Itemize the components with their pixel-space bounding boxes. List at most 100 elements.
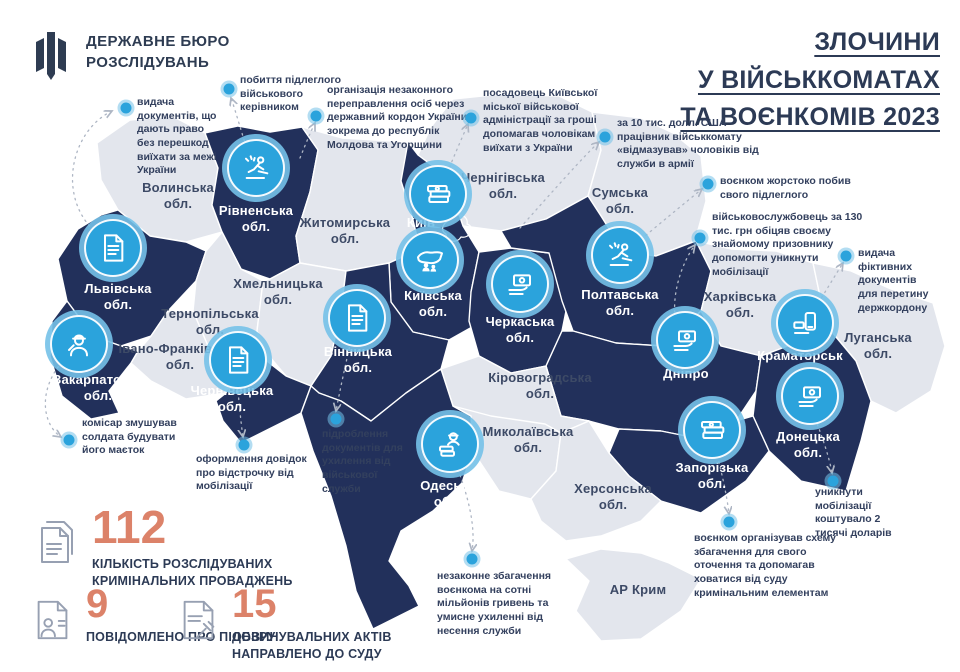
region-sublabel: обл. — [263, 292, 293, 308]
region-sublabel: обл. — [343, 360, 373, 376]
annotation: підроблення документів для ухилення від … — [322, 428, 403, 495]
page-title: ЗЛОЧИНИ У ВІЙСЬККОМАТАХ ТА ВОЄНКОМІВ 202… — [680, 24, 940, 137]
annotation: оформлення довідок про відстрочку від мо… — [196, 453, 307, 493]
annotation: незаконне збагачення воєнкома на сотні м… — [437, 570, 552, 637]
region-label-sumy: Сумська обл. — [592, 185, 648, 218]
annotation-dot — [466, 553, 478, 565]
dbr-trident-icon — [36, 32, 66, 80]
annotation-dot — [223, 83, 235, 95]
phone-money-icon — [776, 294, 834, 352]
stat-label: ПОВІДОМЛЕНО ПРО ПІДОЗРУ — [86, 630, 276, 644]
region-name: Львівська — [84, 281, 152, 296]
region-label-donetsk: Донецька обл. — [776, 429, 840, 462]
region-label-odesa: Одеська обл. — [420, 478, 475, 511]
region-sublabel: обл. — [598, 497, 628, 513]
annotation-dot — [694, 232, 706, 244]
stat-label: КІЛЬКІСТЬ РОЗСЛІДУВАНИХ КРИМІНАЛЬНИХ ПРО… — [92, 556, 293, 588]
stat-suspicions: 9 ПОВІДОМЛЕНО ПРО ПІДОЗРУ — [30, 582, 276, 646]
region-label-zakarpattia: Закарпатська обл. — [53, 372, 143, 405]
region-label-cherkasy: Черкаська обл. — [486, 314, 555, 347]
annotation-dot — [465, 112, 477, 124]
assault-icon — [591, 226, 649, 284]
region-sublabel: обл. — [793, 445, 823, 461]
region-label-kyiv-obl: Київська обл. — [404, 288, 462, 321]
logo-text: ДЕРЖАВНЕ БЮРО РОЗСЛІДУВАНЬ — [86, 31, 230, 73]
region-name: Тернопільська — [161, 306, 259, 321]
annotation-dot — [330, 413, 342, 425]
region-name: Дніпро — [663, 366, 709, 381]
region-label-ternopil: Тернопільська обл. — [161, 306, 259, 339]
region-label-vinnytsia: Вінницька обл. — [324, 344, 392, 377]
region-name: Сумська — [591, 185, 649, 200]
region-name: Кіровоградська — [488, 370, 592, 385]
region-name: Донецька — [776, 429, 840, 444]
annotation-dot — [63, 434, 75, 446]
title-line3: ТА ВОЄНКОМІВ 2023 — [680, 103, 940, 131]
region-sublabel: обл. — [605, 201, 635, 217]
annotation-dot — [310, 110, 322, 122]
case-files-icon — [41, 521, 73, 563]
region-label-zaporizhzhia: Запорізька обл. — [676, 460, 749, 493]
annotation-dot — [238, 439, 250, 451]
annotation-dot — [840, 250, 852, 262]
annotation: посадовець Київської міської військової … — [483, 87, 598, 154]
hand-money-icon — [491, 255, 549, 313]
map-people-icon — [401, 231, 459, 289]
hand-money-icon — [781, 367, 839, 425]
stat-value: 9 — [86, 582, 109, 626]
region-sublabel: обл. — [165, 357, 195, 373]
region-name: Вінницька — [323, 344, 393, 359]
money-stack-icon — [409, 165, 467, 223]
stat-investigations: 112 КІЛЬКІСТЬ РОЗСЛІДУВАНИХ КРИМІНАЛЬНИХ… — [34, 501, 327, 589]
region-label-kherson: Херсонська обл. — [574, 481, 652, 514]
region-name: Одеська — [420, 478, 476, 493]
annotation: за 10 тис. долл. США працівник військком… — [617, 117, 759, 170]
region-label-kramatorsk: Краматорськ — [757, 348, 843, 364]
stat-label: ОБВИНУВАЛЬНИХ АКТІВ НАПРАВЛЕНО ДО СУДУ — [232, 630, 392, 661]
region-sublabel: обл. — [505, 330, 535, 346]
kyiv-city-outline — [442, 214, 473, 242]
indictment-icon — [183, 600, 215, 640]
region-label-rivne: Рівненська обл. — [219, 203, 293, 236]
region-label-luhansk: Луганська обл. — [844, 330, 912, 363]
annotation-dot — [120, 102, 132, 114]
title-line2: У ВІЙСЬККОМАТАХ — [697, 65, 940, 94]
person-money-icon — [421, 415, 479, 473]
annotation: побиття підлеглого військового керівнико… — [240, 74, 342, 114]
region-sublabel: обл. — [163, 196, 193, 212]
region-sublabel: обл. — [488, 186, 518, 202]
annotation: видача фіктивних документів для перетину… — [858, 247, 929, 314]
stat-value: 15 — [232, 582, 277, 626]
logo: ДЕРЖАВНЕ БЮРО РОЗСЛІДУВАНЬ — [28, 24, 230, 80]
region-name: Черкаська — [485, 314, 555, 329]
region-label-chernihiv: Чернігівська обл. — [461, 170, 545, 203]
region-label-chernivtsi: Чернівецька обл. — [191, 383, 274, 416]
region-kherson — [530, 420, 662, 542]
annotation: воєнком організував схему збагачення для… — [694, 532, 837, 599]
worker-icon — [50, 315, 108, 373]
region-sublabel: обл. — [697, 476, 727, 492]
region-name: Херсонська — [574, 481, 652, 496]
annotation-dot — [599, 131, 611, 143]
document-icon — [84, 219, 142, 277]
region-label-volyn: Волинська обл. — [142, 180, 214, 213]
region-sublabel: обл. — [217, 399, 247, 415]
region-sublabel: обл. — [83, 388, 113, 404]
region-name: Чернівецька — [190, 383, 274, 398]
region-name: Луганська — [844, 330, 912, 345]
region-label-crimea: АР Крим — [610, 582, 667, 598]
region-label-lviv: Львівська обл. — [84, 281, 151, 314]
stat-indictments: 15 ОБВИНУВАЛЬНИХ АКТІВ НАПРАВЛЕНО ДО СУД… — [176, 582, 467, 663]
region-name: Волинська — [142, 180, 214, 195]
region-crimea — [565, 548, 702, 642]
stat-value: 112 — [92, 501, 167, 553]
annotation: військовослужбовець за 130 тис. грн обіц… — [712, 211, 863, 278]
region-name: Закарпатська — [53, 372, 143, 387]
annotation-dot — [702, 178, 714, 190]
logo-line2: РОЗСЛІДУВАНЬ — [86, 54, 210, 71]
region-label-kharkiv: Харківська обл. — [704, 289, 777, 322]
document-icon — [328, 289, 386, 347]
region-label-mykolaiv: Миколаївська обл. — [483, 424, 574, 457]
money-stack-icon — [683, 401, 741, 459]
